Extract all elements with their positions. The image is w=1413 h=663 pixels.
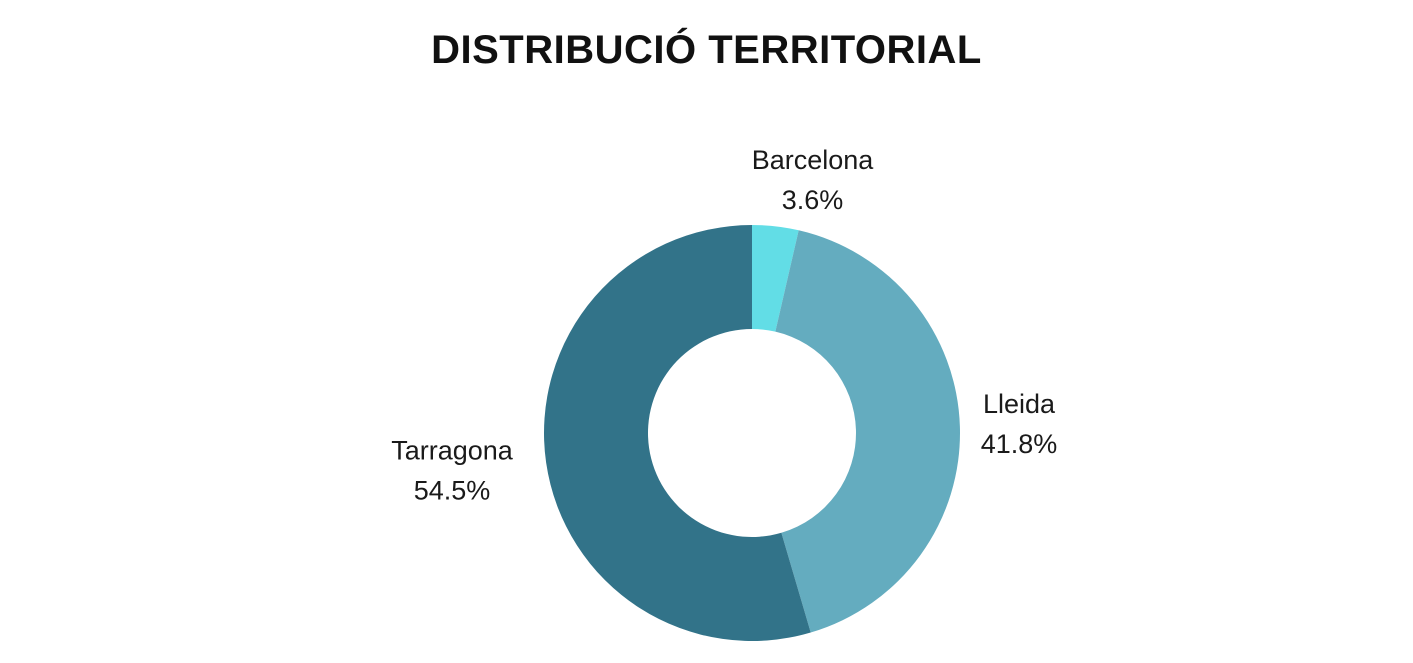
slice-value: 3.6% (782, 185, 844, 215)
slice-name: Barcelona (752, 145, 875, 175)
slice-tarragona (544, 225, 811, 641)
slice-lleida (775, 230, 961, 633)
slice-labels: Barcelona 3.6% Lleida 41.8% Tarragona 54.5% (391, 145, 1057, 506)
slice-label-tarragona: Tarragona 54.5% (391, 436, 514, 506)
chart-title: DISTRIBUCIÓ TERRITORIAL (431, 28, 982, 72)
slice-value: 54.5% (414, 476, 491, 506)
slice-name: Lleida (983, 389, 1056, 419)
slice-name: Tarragona (391, 436, 514, 466)
slice-label-barcelona: Barcelona 3.6% (752, 145, 875, 215)
donut-slices (544, 225, 961, 641)
slice-value: 41.8% (981, 429, 1058, 459)
slice-label-lleida: Lleida 41.8% (981, 389, 1058, 459)
slice-barcelona (752, 225, 799, 332)
